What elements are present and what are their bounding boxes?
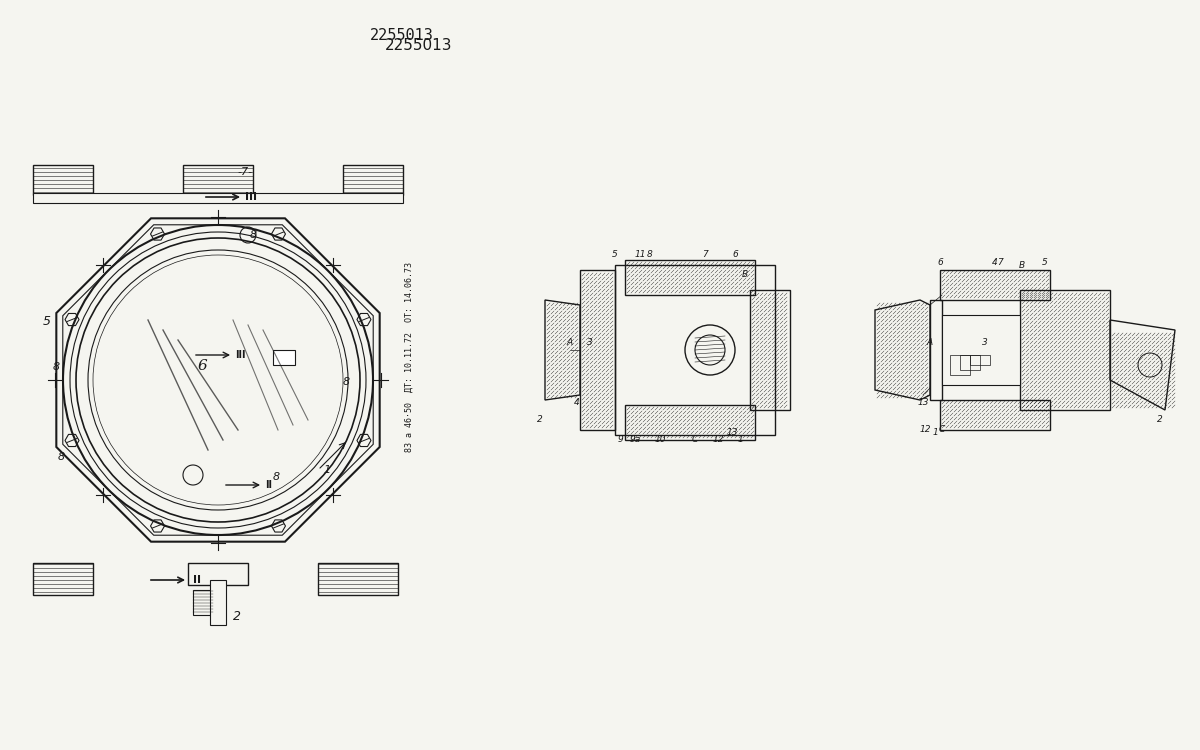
Bar: [750, 290, 790, 410]
Text: 4: 4: [992, 258, 998, 267]
Text: 8: 8: [58, 452, 65, 462]
Bar: [34, 563, 94, 595]
Text: 11: 11: [635, 250, 646, 259]
Text: 2: 2: [233, 610, 241, 623]
Bar: [34, 165, 94, 195]
Text: 2: 2: [538, 415, 542, 424]
Text: 7: 7: [702, 250, 708, 259]
Text: 12: 12: [919, 425, 931, 434]
Bar: [1020, 290, 1110, 410]
Text: 6: 6: [198, 359, 208, 373]
Text: A: A: [926, 338, 934, 347]
Text: 10: 10: [654, 435, 666, 444]
Text: II: II: [265, 480, 272, 490]
Bar: [210, 580, 226, 625]
Text: 8: 8: [250, 230, 257, 240]
Text: 6: 6: [732, 250, 738, 259]
Bar: [930, 300, 942, 400]
Bar: [318, 563, 398, 595]
Text: 4: 4: [574, 398, 580, 407]
Text: A: A: [566, 338, 574, 347]
Text: III: III: [245, 192, 257, 202]
Bar: [940, 400, 1050, 430]
Text: 5: 5: [43, 315, 50, 328]
Text: 1: 1: [932, 428, 938, 437]
Text: II: II: [193, 575, 202, 585]
Text: 1: 1: [737, 435, 743, 444]
Bar: [970, 355, 990, 365]
Text: 6: 6: [937, 258, 943, 267]
Text: -7-: -7-: [238, 167, 253, 177]
Text: 8: 8: [53, 362, 60, 372]
Bar: [274, 350, 295, 365]
Text: III: III: [235, 350, 246, 360]
Text: 1: 1: [323, 465, 330, 475]
Bar: [942, 315, 1020, 385]
Text: 2255013: 2255013: [385, 38, 452, 53]
Bar: [960, 355, 980, 370]
Text: B: B: [1019, 261, 1025, 270]
Bar: [34, 193, 403, 203]
Bar: [188, 563, 248, 585]
Text: 5: 5: [1042, 258, 1048, 267]
Text: 9a: 9a: [629, 435, 641, 444]
Bar: [343, 165, 403, 195]
Bar: [625, 405, 755, 440]
Bar: [616, 265, 775, 435]
Text: 8: 8: [274, 472, 280, 482]
Bar: [940, 270, 1050, 300]
Bar: [193, 590, 214, 615]
Bar: [950, 355, 970, 375]
Bar: [580, 270, 616, 430]
Text: 3: 3: [587, 338, 593, 347]
Text: C: C: [692, 435, 698, 444]
Text: 13: 13: [917, 398, 929, 407]
Text: 13: 13: [726, 428, 738, 437]
Text: 5: 5: [612, 250, 618, 259]
Bar: [625, 260, 755, 295]
Text: 8: 8: [343, 377, 350, 387]
Text: 2255013: 2255013: [370, 28, 434, 43]
Text: 2: 2: [1157, 415, 1163, 424]
Text: 83 а 46·50  ДТ: 10.11.72  ОТ: 14.06.73: 83 а 46·50 ДТ: 10.11.72 ОТ: 14.06.73: [406, 262, 414, 452]
Bar: [182, 165, 253, 195]
Text: C: C: [938, 425, 946, 434]
Text: 12: 12: [713, 435, 724, 444]
Text: 8: 8: [647, 250, 653, 259]
Text: 7: 7: [997, 258, 1003, 267]
Text: 3: 3: [982, 338, 988, 347]
Text: 9: 9: [617, 435, 623, 444]
Text: B: B: [742, 270, 748, 279]
